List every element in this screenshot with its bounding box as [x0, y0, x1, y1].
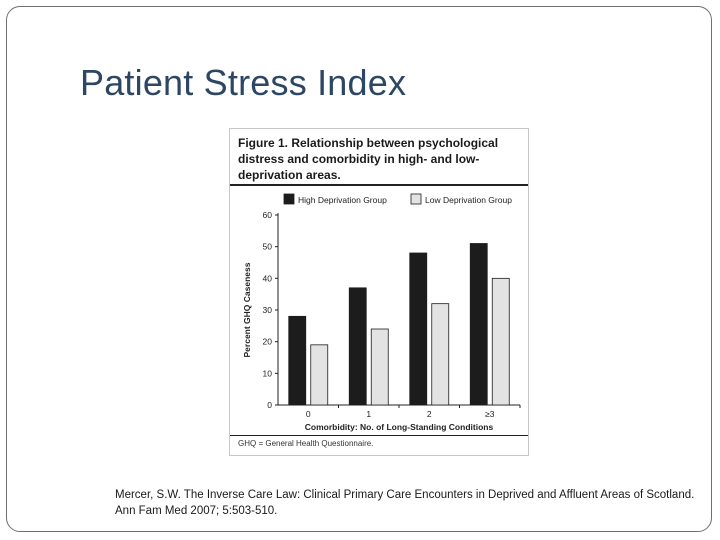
- x-axis-label: Comorbidity: No. of Long-Standing Condit…: [305, 422, 494, 432]
- slide-title: Patient Stress Index: [80, 62, 407, 103]
- footnote-rule: [230, 435, 528, 436]
- figure-title: Figure 1. Relationship between psycholog…: [238, 136, 499, 182]
- x-tick-label: 1: [366, 409, 371, 419]
- legend-label: High Deprivation Group: [298, 195, 387, 205]
- y-tick-label: 10: [263, 368, 273, 378]
- y-tick-label: 30: [263, 305, 273, 315]
- bar: [409, 252, 428, 406]
- y-tick-label: 20: [263, 337, 273, 347]
- legend-swatch: [283, 193, 295, 205]
- bar: [491, 277, 510, 406]
- x-tick-label: 0: [306, 409, 311, 419]
- bar: [469, 243, 488, 406]
- x-tick-label: ≥3: [485, 409, 495, 419]
- x-tick-label: 2: [427, 409, 432, 419]
- figure-title-rule: [230, 184, 528, 186]
- legend-swatch: [410, 193, 422, 205]
- y-tick-label: 60: [263, 210, 273, 220]
- legend-label: Low Deprivation Group: [425, 195, 512, 205]
- figure-panel: Figure 1. Relationship between psycholog…: [229, 128, 529, 456]
- bar: [310, 344, 329, 406]
- bar: [288, 315, 307, 406]
- bar: [370, 328, 389, 406]
- y-tick-label: 0: [267, 400, 272, 410]
- y-axis-label: Percent GHQ Caseness: [242, 262, 252, 357]
- figure-footnote: GHQ = General Health Questionnaire.: [238, 439, 374, 448]
- y-tick-label: 40: [263, 273, 273, 283]
- citation-text: Mercer, S.W. The Inverse Care Law: Clini…: [115, 489, 695, 517]
- bar: [348, 287, 367, 406]
- bar-chart: High Deprivation Group Low Deprivation Gr…: [242, 193, 521, 432]
- bar: [431, 303, 450, 406]
- y-tick-label: 50: [263, 242, 273, 252]
